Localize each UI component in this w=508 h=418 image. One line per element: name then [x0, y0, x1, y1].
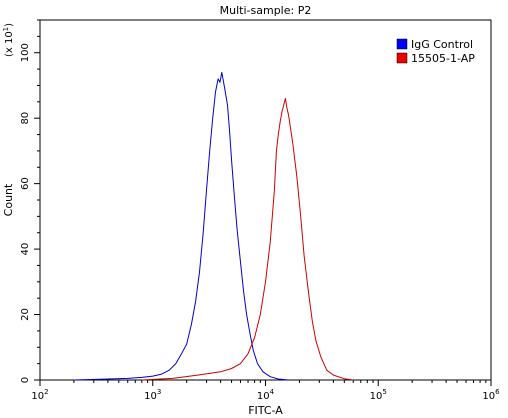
y-axis-multiplier-base: (x 10 — [4, 31, 15, 57]
plot-frame — [39, 19, 492, 381]
x-tick-label: 105 — [370, 388, 387, 402]
series-line — [141, 98, 354, 381]
x-tick-label: 104 — [257, 388, 275, 402]
x-tick-base: 10 — [482, 391, 495, 402]
y-tick-label: 40 — [20, 243, 31, 256]
series-line — [73, 71, 289, 381]
x-tick-label: 102 — [31, 388, 48, 402]
y-axis-multiplier-exp: 1 — [2, 27, 10, 31]
legend-swatch — [396, 38, 408, 50]
x-tick-exp: 6 — [495, 388, 500, 396]
x-tick-exp: 2 — [44, 388, 48, 396]
legend-label: IgG Control — [411, 38, 473, 51]
y-tick-label: 20 — [20, 308, 31, 321]
y-tick-label: 80 — [20, 112, 31, 125]
y-axis-multiplier: (x 101) — [2, 23, 15, 57]
y-tick-label: 0 — [20, 377, 31, 383]
x-tick-exp: 3 — [157, 388, 161, 396]
y-tick-label: 60 — [20, 177, 31, 190]
legend-swatch — [396, 52, 408, 64]
y-tick-label: 100 — [20, 43, 31, 62]
y-axis-label: Count — [2, 183, 15, 216]
x-tick-base: 10 — [257, 391, 270, 402]
y-axis-multiplier-close: ) — [4, 23, 15, 27]
legend-label: 15505-1-AP — [411, 52, 475, 65]
x-axis: 102 103 104 105 106 — [31, 380, 500, 402]
x-tick-base: 10 — [370, 391, 383, 402]
x-axis-label: FITC-A — [248, 404, 283, 417]
series-layer — [73, 71, 354, 381]
x-tick-label: 103 — [144, 388, 161, 402]
x-tick-exp: 4 — [270, 388, 275, 396]
x-tick-exp: 5 — [382, 388, 386, 396]
x-tick-base: 10 — [144, 391, 157, 402]
x-tick-base: 10 — [31, 391, 44, 402]
x-tick-label: 106 — [482, 388, 500, 402]
y-axis: 0 20 40 60 80 100 — [20, 19, 40, 383]
chart-title: Multi-sample: P2 — [220, 4, 312, 17]
